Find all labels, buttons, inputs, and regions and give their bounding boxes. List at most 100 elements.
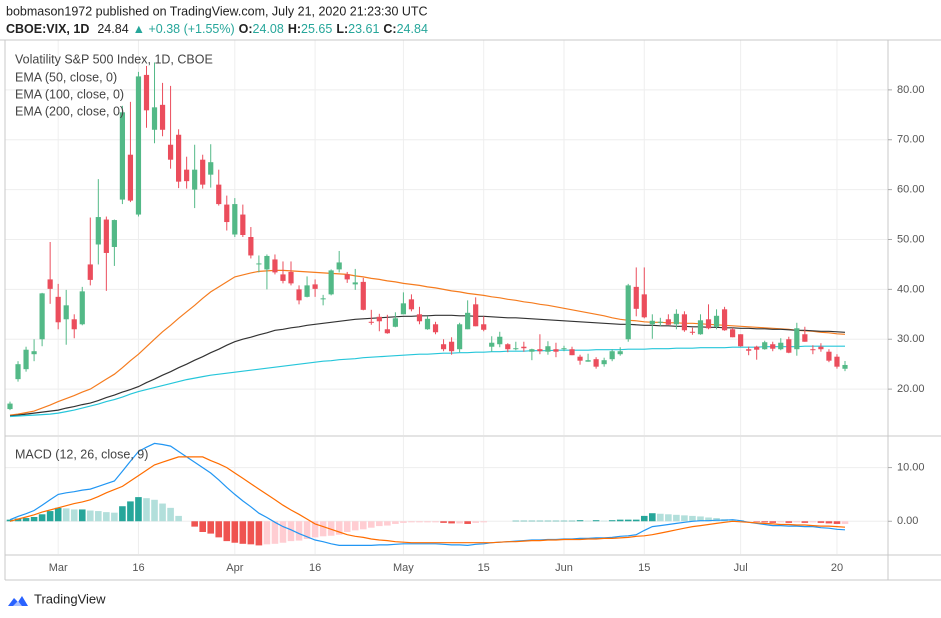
- histogram-bar: [681, 515, 688, 522]
- candle-body: [625, 285, 631, 340]
- histogram-bar: [576, 520, 584, 522]
- histogram-bar: [801, 521, 809, 523]
- histogram-bar: [54, 507, 62, 522]
- histogram-bar: [311, 521, 319, 538]
- histogram-bar: [769, 521, 777, 523]
- histogram-bar: [761, 521, 769, 523]
- candle-body: [689, 331, 696, 333]
- candle-body: [192, 169, 198, 190]
- candle-body: [569, 349, 575, 356]
- candle-body: [143, 74, 150, 111]
- histogram-bar: [22, 518, 30, 522]
- candle-body: [681, 314, 688, 331]
- histogram-bar: [624, 519, 632, 522]
- histogram-bar: [528, 520, 536, 522]
- candle-body: [256, 263, 262, 265]
- candle-body: [697, 320, 704, 335]
- candle-body: [633, 286, 639, 309]
- candle-body: [762, 342, 768, 350]
- quote-line: CBOE:VIX, 1D 24.84 ▲ +0.38 (+1.55%) O:24.08…: [6, 22, 428, 36]
- candle-body: [754, 346, 760, 350]
- x-tick-label: Jul: [734, 562, 748, 574]
- candle-body: [489, 342, 495, 347]
- histogram-bar: [62, 508, 70, 522]
- histogram-bar: [777, 521, 785, 523]
- candle-body: [400, 303, 407, 315]
- candle-body: [770, 344, 776, 349]
- histogram-bar: [46, 511, 54, 522]
- candle-body: [352, 282, 358, 285]
- candle-body: [111, 220, 117, 247]
- histogram-bar: [432, 521, 439, 523]
- candle-body: [842, 364, 848, 369]
- histogram-bar: [207, 521, 215, 534]
- candle-body: [746, 349, 752, 351]
- histogram-bar: [464, 521, 471, 524]
- candle-body: [103, 219, 109, 253]
- histogram-bar: [287, 521, 295, 542]
- ohlc-key: C:: [383, 22, 396, 36]
- candle-body: [834, 356, 840, 367]
- candle-body: [497, 336, 503, 345]
- histogram-bar: [408, 521, 415, 523]
- histogram-bar: [143, 498, 150, 522]
- histogram-bar: [560, 520, 568, 522]
- candle-body: [577, 356, 583, 361]
- candle-body: [344, 274, 350, 280]
- candle-body: [200, 159, 206, 185]
- candle-body: [738, 334, 744, 347]
- histogram-bar: [38, 514, 46, 522]
- histogram-bar: [568, 520, 576, 522]
- candle-body: [360, 281, 366, 310]
- histogram-bar: [367, 521, 375, 528]
- candle-body: [826, 351, 832, 361]
- histogram-bar: [111, 512, 118, 522]
- histogram-bar: [223, 521, 231, 542]
- histogram-bar: [552, 520, 560, 522]
- histogram-bar: [175, 515, 182, 522]
- candle-body: [457, 324, 463, 350]
- histogram-bar: [199, 521, 206, 532]
- candle-body: [159, 104, 166, 130]
- histogram-bar: [319, 521, 327, 537]
- histogram-bar: [359, 521, 367, 530]
- candle-body: [95, 217, 101, 245]
- candle-body: [79, 291, 85, 325]
- histogram-bar: [255, 521, 263, 546]
- histogram-bar: [841, 521, 849, 524]
- histogram-bar: [271, 521, 279, 544]
- x-tick-label: 15: [638, 562, 650, 574]
- candle-body: [304, 285, 310, 297]
- candle-body: [176, 134, 182, 182]
- histogram-bar: [472, 521, 479, 523]
- histogram-bar: [247, 521, 255, 545]
- histogram-bar: [480, 521, 488, 523]
- histogram-bar: [30, 516, 38, 522]
- candle-body: [473, 304, 479, 327]
- ohlc-value: 24.08: [253, 22, 284, 36]
- candle-body: [296, 289, 302, 301]
- candle-body: [432, 324, 439, 333]
- main-legend-title: Volatility S&P 500 Index, 1D, CBOE: [15, 52, 213, 66]
- ohlc-value: 25.65: [301, 22, 332, 36]
- x-tick-label: May: [393, 562, 414, 574]
- histogram-bar: [6, 519, 14, 522]
- histogram-bar: [303, 521, 311, 539]
- x-tick-label: Apr: [226, 562, 243, 574]
- y-tick-label: 40.00: [897, 283, 925, 295]
- candle-body: [529, 349, 535, 352]
- ohlc-key: H:: [288, 22, 301, 36]
- histogram-bar: [327, 521, 335, 536]
- candle-body: [713, 315, 720, 327]
- y-tick-label: 60.00: [897, 184, 925, 196]
- candle-body: [368, 321, 374, 323]
- legend-entry: EMA (100, close, 0): [15, 87, 124, 101]
- legend-entry: EMA (50, close, 0): [15, 70, 117, 84]
- ohlc-value: 23.61: [348, 22, 379, 36]
- histogram-bar: [673, 514, 680, 522]
- candle-body: [264, 255, 270, 270]
- histogram-bar: [151, 499, 158, 522]
- candle-body: [416, 314, 423, 322]
- histogram-bar: [135, 497, 142, 522]
